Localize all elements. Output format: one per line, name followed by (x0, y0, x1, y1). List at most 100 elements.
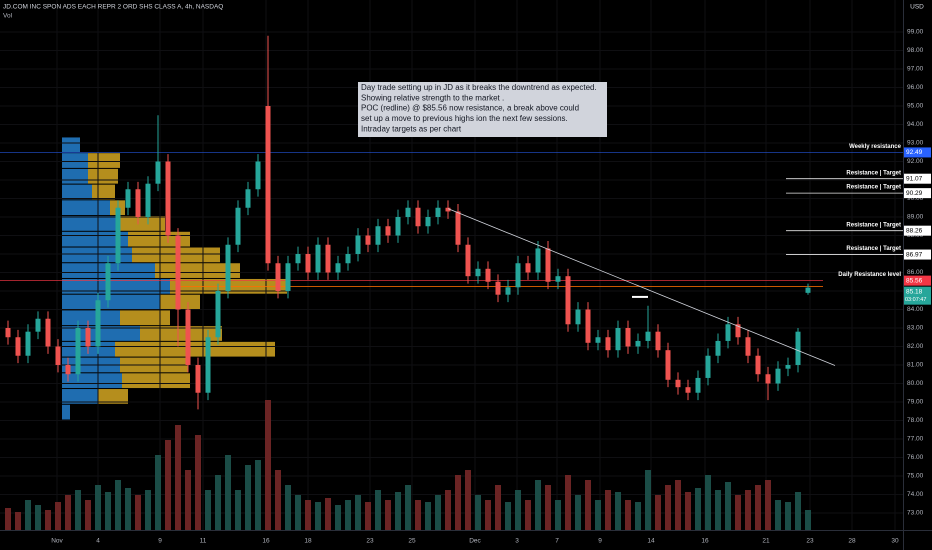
volume-bar (45, 510, 51, 530)
x-tick-label: 14 (647, 538, 655, 545)
volume-bar (195, 435, 201, 530)
volume-bar (75, 490, 81, 530)
candle-body (775, 368, 781, 384)
candle-body (745, 337, 751, 356)
volume-bar (745, 490, 751, 530)
candle-body (195, 364, 201, 393)
candle-body (155, 161, 161, 184)
profile-up-bar (62, 373, 122, 389)
volume-bar (35, 505, 41, 530)
x-tick-label: 23 (806, 538, 814, 545)
profile-down-bar (115, 341, 275, 357)
y-tick-label: 95.00 (907, 103, 924, 110)
volume-bar (465, 470, 471, 530)
candle-body (695, 377, 701, 393)
candle-body (725, 324, 731, 341)
level-price-box (904, 147, 931, 158)
profile-up-bar (62, 389, 98, 404)
x-tick-label: 18 (304, 538, 312, 545)
y-tick-label: 93.00 (907, 140, 924, 147)
x-tick-label: Dec (469, 538, 481, 545)
level-price-box (904, 249, 931, 260)
volume-bar (435, 495, 441, 530)
volume-bar (505, 502, 511, 530)
candle-body (25, 331, 31, 356)
candle-body (645, 331, 651, 341)
candle-body (165, 161, 171, 236)
y-tick-label: 82.00 (907, 343, 924, 350)
candle-body (265, 106, 271, 264)
y-tick-label: 89.00 (907, 214, 924, 221)
level-label: Resistance | Target (846, 185, 901, 191)
currency: USD (910, 4, 924, 11)
volume-bar (145, 490, 151, 530)
candle-body (75, 327, 81, 375)
candle-body (205, 337, 211, 393)
volume-bar (725, 482, 731, 530)
y-tick-label: 81.00 (907, 362, 924, 369)
volume-bar (685, 492, 691, 530)
candle-body (405, 207, 411, 217)
y-tick-label: 83.00 (907, 325, 924, 332)
volume-bar (525, 500, 531, 530)
candle-body (35, 318, 41, 332)
y-tick-label: 80.00 (907, 380, 924, 387)
level-label: Daily Resistance level (838, 272, 901, 278)
level-price-box (904, 225, 931, 236)
y-tick-label: 99.00 (907, 29, 924, 36)
volume-bar (545, 485, 551, 530)
candle-body (85, 327, 91, 347)
x-tick-label: Nov (51, 538, 63, 545)
y-tick-label: 97.00 (907, 66, 924, 73)
volume-bar (655, 495, 661, 530)
candle-body (45, 318, 51, 347)
volume-bar (65, 495, 71, 530)
candle-body (445, 207, 451, 212)
volume-bar (25, 500, 31, 530)
plot (0, 0, 903, 530)
profile-up-bar (62, 184, 92, 200)
candle-body (485, 268, 491, 282)
note-line: Showing relative strength to the market … (361, 93, 504, 102)
candle-body (475, 268, 481, 277)
volume-bar (495, 485, 501, 530)
note-line: set up a move to previous highs ion the … (361, 114, 568, 123)
candle-body (545, 248, 551, 282)
profile-up-bar (62, 278, 170, 294)
candle-body (765, 374, 771, 384)
volume-bar (205, 490, 211, 530)
volume-bar (215, 475, 221, 530)
volume-bar (225, 455, 231, 530)
candle-body (455, 211, 461, 245)
candle-body (635, 340, 641, 347)
candle-body (95, 300, 101, 347)
last-price-box (904, 286, 931, 305)
candle-body (435, 207, 441, 217)
y-tick-label: 86.00 (907, 269, 924, 276)
candle-body (425, 216, 431, 227)
trendline (447, 208, 836, 366)
countdown: 03:07:47 (905, 297, 926, 303)
volume-bar (285, 485, 291, 530)
volume-bar (605, 490, 611, 530)
volume-bar (755, 485, 761, 530)
level-label: Resistance | Target (846, 170, 901, 176)
candle-body (305, 253, 311, 273)
volume-bar (375, 490, 381, 530)
profile-down-bar (120, 310, 170, 326)
volume-bar (305, 500, 311, 530)
candle-body (375, 226, 381, 245)
level-price: 88.26 (906, 227, 923, 234)
level-price: 91.07 (906, 175, 923, 182)
candle-body (15, 337, 21, 356)
candle-body (755, 355, 761, 375)
volume-bar (455, 475, 461, 530)
profile-up-bar (62, 247, 132, 263)
x-tick-label: 28 (848, 538, 856, 545)
candle-body (145, 183, 151, 217)
candle-body (595, 337, 601, 343)
level-label: Weekly resistance (849, 144, 902, 150)
candle-body (735, 324, 741, 338)
volume-bar (85, 500, 91, 530)
y-tick-label: 73.00 (907, 510, 924, 517)
